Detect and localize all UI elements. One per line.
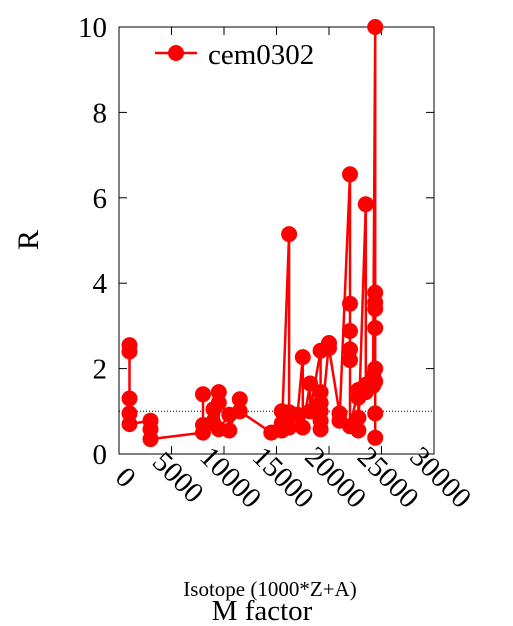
x-axis-label: Isotope (1000*Z+A): [183, 577, 356, 601]
plot-frame: [118, 26, 435, 455]
data-point: [321, 340, 337, 357]
data-point: [367, 429, 384, 446]
legend: cem0302: [155, 39, 314, 71]
data-point: [294, 419, 311, 436]
data-point: [342, 295, 358, 312]
series-cem0302: [121, 19, 384, 448]
y-axis-label: R: [12, 230, 45, 250]
data-point: [221, 422, 238, 439]
data-point: [142, 431, 159, 448]
y-tick-label: 6: [93, 183, 108, 215]
m-factor-label: M factor: [212, 595, 313, 626]
data-point: [210, 394, 227, 411]
y-tick-label: 4: [93, 268, 108, 300]
y-tick-label: 8: [93, 97, 108, 129]
data-point: [367, 405, 384, 422]
y-axis-ticks: 0 2 4 6 8 10: [78, 12, 434, 471]
data-point: [342, 352, 358, 369]
data-point: [121, 390, 138, 407]
data-point: [195, 386, 211, 403]
data-point: [367, 300, 384, 317]
data-point: [350, 422, 367, 439]
data-point: [367, 320, 384, 336]
data-point: [342, 323, 358, 339]
data-point: [312, 421, 329, 438]
y-tick-label: 2: [93, 354, 108, 386]
legend-marker: [168, 45, 184, 61]
y-tick-label: 0: [93, 439, 108, 471]
x-tick-label: 0: [109, 461, 142, 494]
data-point: [289, 406, 306, 423]
data-point: [367, 360, 384, 377]
legend-label: cem0302: [208, 39, 314, 71]
series-line: [128, 25, 377, 441]
data-point: [367, 373, 384, 390]
data-point: [121, 343, 138, 360]
x-tick-label: 30000: [403, 441, 477, 515]
data-point: [231, 391, 248, 408]
data-point: [281, 226, 298, 243]
data-point: [367, 19, 384, 35]
data-point: [342, 166, 358, 183]
data-point: [350, 409, 367, 426]
data-point: [357, 196, 374, 213]
data-point: [231, 403, 248, 420]
data-point: [281, 419, 298, 436]
y-tick-label: 10: [78, 12, 107, 44]
data-point: [121, 416, 138, 433]
data-point: [294, 349, 311, 366]
